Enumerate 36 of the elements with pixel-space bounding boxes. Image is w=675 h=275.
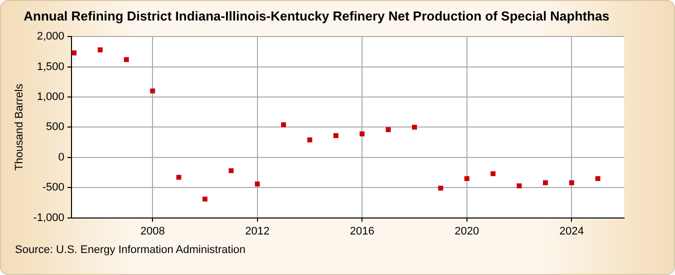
x-tick-label: 2012 <box>245 225 270 238</box>
point <box>333 133 338 138</box>
point <box>124 57 129 62</box>
point <box>595 176 600 182</box>
point <box>202 196 208 202</box>
y-tick-label: 1,000 <box>36 91 64 104</box>
point <box>464 176 470 182</box>
y-tick-label: 1,500 <box>36 60 64 73</box>
point <box>569 180 574 186</box>
point <box>438 186 444 191</box>
x-tick-label: 2020 <box>454 225 480 238</box>
point <box>254 182 260 186</box>
point <box>516 183 522 188</box>
point <box>490 171 496 176</box>
y-tick-label: 500 <box>46 121 64 134</box>
point <box>228 168 234 174</box>
source-note: Source: U.S. Energy Information Administration <box>15 244 246 256</box>
point <box>176 174 182 180</box>
point <box>72 50 76 56</box>
point <box>412 124 417 130</box>
point <box>150 88 156 94</box>
y-axis-title: Thousand Barrels <box>14 83 26 171</box>
y-tick-label: 2,000 <box>36 30 64 43</box>
x-tick-label: 2024 <box>559 225 584 238</box>
point <box>307 137 312 142</box>
chart-title: Annual Refining District Indiana-Illinois-Kentucky Refinery Net Production of Special Naphthas <box>24 8 610 24</box>
y-tick-label: 0 <box>58 151 64 164</box>
x-tick-label: 2008 <box>140 225 165 238</box>
point <box>542 180 548 186</box>
point <box>386 127 391 132</box>
point <box>98 47 103 52</box>
y-tick-label: -1,000 <box>33 212 64 224</box>
y-tick-label: -500 <box>42 182 64 194</box>
x-tick-label: 2016 <box>350 225 374 238</box>
point <box>360 131 365 136</box>
point <box>281 122 286 128</box>
